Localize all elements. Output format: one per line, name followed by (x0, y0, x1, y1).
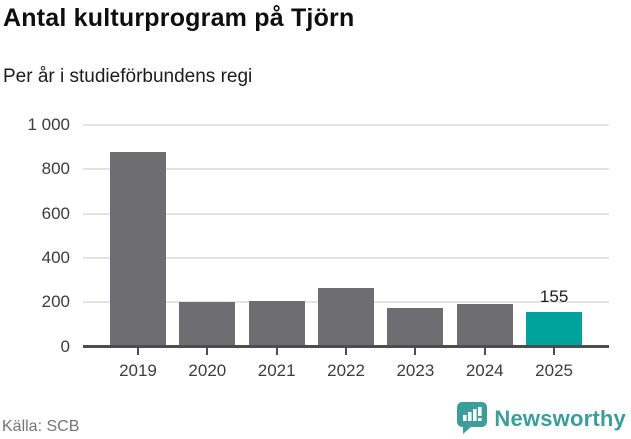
gridline-400 (83, 256, 609, 259)
bar-2020 (179, 302, 236, 347)
y-axis-tick-label: 0 (60, 336, 70, 356)
source-label: Källa: SCB (2, 418, 80, 435)
bar-value-label: 155 (539, 287, 569, 307)
x-axis-label-2021: 2021 (257, 360, 296, 380)
bar-2024 (456, 304, 513, 347)
x-axis-label-2022: 2022 (327, 360, 365, 380)
x-axis-tick (345, 348, 348, 355)
bar-2022 (318, 287, 375, 347)
page-subtitle: Per år i studieförbundens regi (3, 66, 253, 87)
gridline-1000 (83, 124, 609, 126)
x-axis-tick (206, 348, 209, 355)
gridline-600 (83, 212, 609, 215)
y-axis-tick-label: 600 (41, 203, 70, 223)
newsworthy-logo: Newsworthy (457, 402, 626, 435)
bar-chart: 0 200 400 600 800 1 000 2019 2020 2021 2022 2023 20… (27, 115, 609, 380)
bar-2025 (526, 312, 583, 347)
x-axis-label-2020: 2020 (188, 360, 227, 380)
x-axis-tick (483, 348, 486, 355)
y-axis-tick-label: 400 (41, 247, 70, 267)
x-axis-line (83, 345, 609, 348)
bar-chart-speech-bubble-icon (457, 402, 488, 434)
y-axis-tick-label: 1 000 (27, 115, 70, 134)
x-axis-tick (553, 348, 556, 355)
x-axis-tick (275, 348, 278, 355)
newsworthy-wordmark: Newsworthy (494, 405, 626, 431)
x-axis-tick (137, 348, 139, 355)
x-axis-tick (414, 348, 417, 355)
x-axis-label-2024: 2024 (465, 360, 504, 380)
x-axis-label-2019: 2019 (119, 360, 157, 380)
page-title: Antal kulturprogram på Tjörn (3, 4, 355, 32)
bar-2019 (110, 151, 166, 347)
gridline-800 (83, 168, 609, 171)
y-axis-tick-label: 200 (41, 292, 70, 312)
bar-2021 (248, 301, 305, 347)
bar-2023 (387, 308, 444, 347)
x-axis-label-2025: 2025 (535, 360, 573, 380)
y-axis-tick-label: 800 (41, 159, 70, 179)
x-axis-label-2023: 2023 (396, 360, 435, 380)
